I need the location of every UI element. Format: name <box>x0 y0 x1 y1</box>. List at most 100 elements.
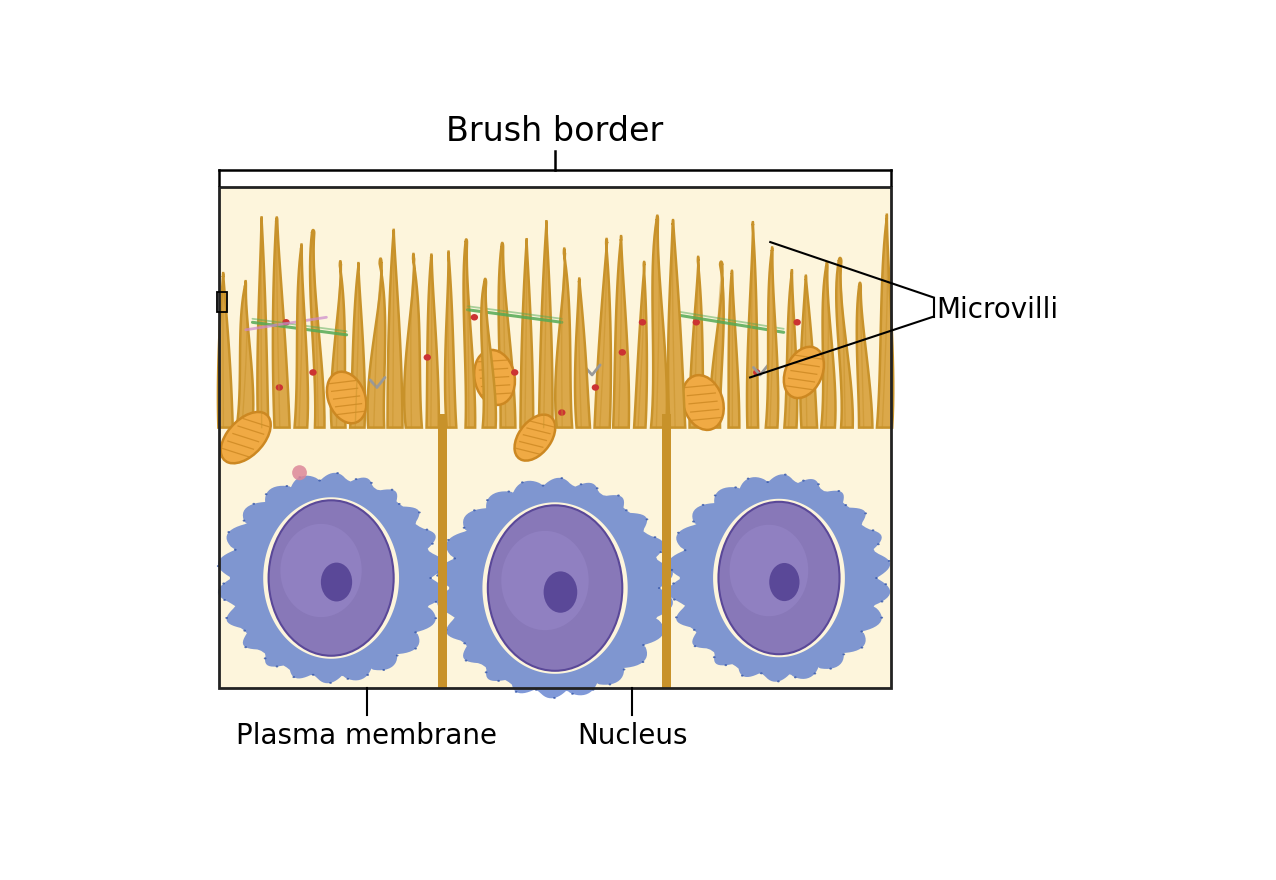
Ellipse shape <box>292 676 295 678</box>
Polygon shape <box>689 257 703 428</box>
Ellipse shape <box>453 557 456 560</box>
Ellipse shape <box>767 481 769 483</box>
Ellipse shape <box>535 689 537 691</box>
Ellipse shape <box>510 370 518 376</box>
Ellipse shape <box>419 511 421 513</box>
Ellipse shape <box>514 691 518 693</box>
Polygon shape <box>218 273 232 428</box>
Ellipse shape <box>623 669 625 671</box>
Ellipse shape <box>447 539 449 541</box>
Ellipse shape <box>692 520 695 523</box>
Ellipse shape <box>777 680 780 682</box>
Ellipse shape <box>486 499 489 501</box>
Ellipse shape <box>398 503 401 505</box>
Ellipse shape <box>222 583 225 584</box>
Ellipse shape <box>544 571 577 612</box>
Ellipse shape <box>794 677 796 678</box>
Ellipse shape <box>366 674 369 676</box>
Polygon shape <box>236 281 254 428</box>
Ellipse shape <box>234 549 236 551</box>
Ellipse shape <box>596 488 598 489</box>
Ellipse shape <box>221 412 271 463</box>
Ellipse shape <box>678 532 680 534</box>
Ellipse shape <box>553 697 556 699</box>
Ellipse shape <box>441 593 444 595</box>
Ellipse shape <box>618 495 620 496</box>
Polygon shape <box>538 221 553 428</box>
Ellipse shape <box>753 370 760 376</box>
Ellipse shape <box>646 518 648 520</box>
Polygon shape <box>634 262 647 428</box>
Ellipse shape <box>415 631 417 634</box>
Ellipse shape <box>713 656 716 658</box>
Polygon shape <box>445 252 457 428</box>
Ellipse shape <box>845 504 847 506</box>
Ellipse shape <box>415 648 417 649</box>
Ellipse shape <box>639 319 646 326</box>
Polygon shape <box>785 270 798 428</box>
Polygon shape <box>426 254 439 428</box>
Ellipse shape <box>888 560 891 562</box>
Ellipse shape <box>309 370 316 376</box>
Polygon shape <box>330 261 346 428</box>
Ellipse shape <box>683 375 723 430</box>
Ellipse shape <box>244 646 248 649</box>
Ellipse shape <box>286 485 288 487</box>
Ellipse shape <box>592 689 595 691</box>
Polygon shape <box>836 258 852 428</box>
Ellipse shape <box>660 551 662 554</box>
Polygon shape <box>856 282 873 428</box>
Ellipse shape <box>508 490 510 493</box>
Polygon shape <box>595 239 611 428</box>
Ellipse shape <box>670 568 674 571</box>
Ellipse shape <box>658 587 661 589</box>
Ellipse shape <box>769 520 785 535</box>
Ellipse shape <box>884 583 887 585</box>
Polygon shape <box>218 473 444 683</box>
Ellipse shape <box>769 563 800 601</box>
Ellipse shape <box>436 575 439 576</box>
Ellipse shape <box>684 549 686 551</box>
Polygon shape <box>258 217 268 428</box>
Ellipse shape <box>619 349 627 356</box>
Ellipse shape <box>734 487 738 488</box>
Ellipse shape <box>299 476 301 478</box>
Polygon shape <box>709 261 723 428</box>
Ellipse shape <box>473 510 476 511</box>
Ellipse shape <box>558 409 565 416</box>
Polygon shape <box>481 279 496 428</box>
Ellipse shape <box>609 684 611 686</box>
Ellipse shape <box>521 481 523 483</box>
Ellipse shape <box>554 520 569 535</box>
Ellipse shape <box>320 562 352 601</box>
Ellipse shape <box>217 565 219 567</box>
Polygon shape <box>521 239 533 428</box>
Ellipse shape <box>439 583 441 585</box>
Ellipse shape <box>693 319 701 326</box>
Ellipse shape <box>560 477 563 479</box>
Ellipse shape <box>264 657 267 659</box>
Ellipse shape <box>347 678 350 680</box>
Polygon shape <box>800 275 817 428</box>
Polygon shape <box>463 239 475 428</box>
Ellipse shape <box>424 354 431 361</box>
Ellipse shape <box>514 414 555 460</box>
Ellipse shape <box>485 671 487 673</box>
Ellipse shape <box>572 693 574 695</box>
Ellipse shape <box>445 629 448 631</box>
Text: Nucleus: Nucleus <box>577 722 688 751</box>
Ellipse shape <box>434 617 438 620</box>
Ellipse shape <box>794 319 801 326</box>
Ellipse shape <box>667 594 670 596</box>
Ellipse shape <box>760 672 763 674</box>
Ellipse shape <box>817 483 820 485</box>
Ellipse shape <box>265 493 268 495</box>
Ellipse shape <box>464 659 467 662</box>
Ellipse shape <box>281 524 361 617</box>
Ellipse shape <box>498 680 500 682</box>
Polygon shape <box>350 263 365 428</box>
Ellipse shape <box>242 519 245 522</box>
Ellipse shape <box>814 672 817 674</box>
Polygon shape <box>729 271 739 428</box>
Ellipse shape <box>672 583 675 584</box>
